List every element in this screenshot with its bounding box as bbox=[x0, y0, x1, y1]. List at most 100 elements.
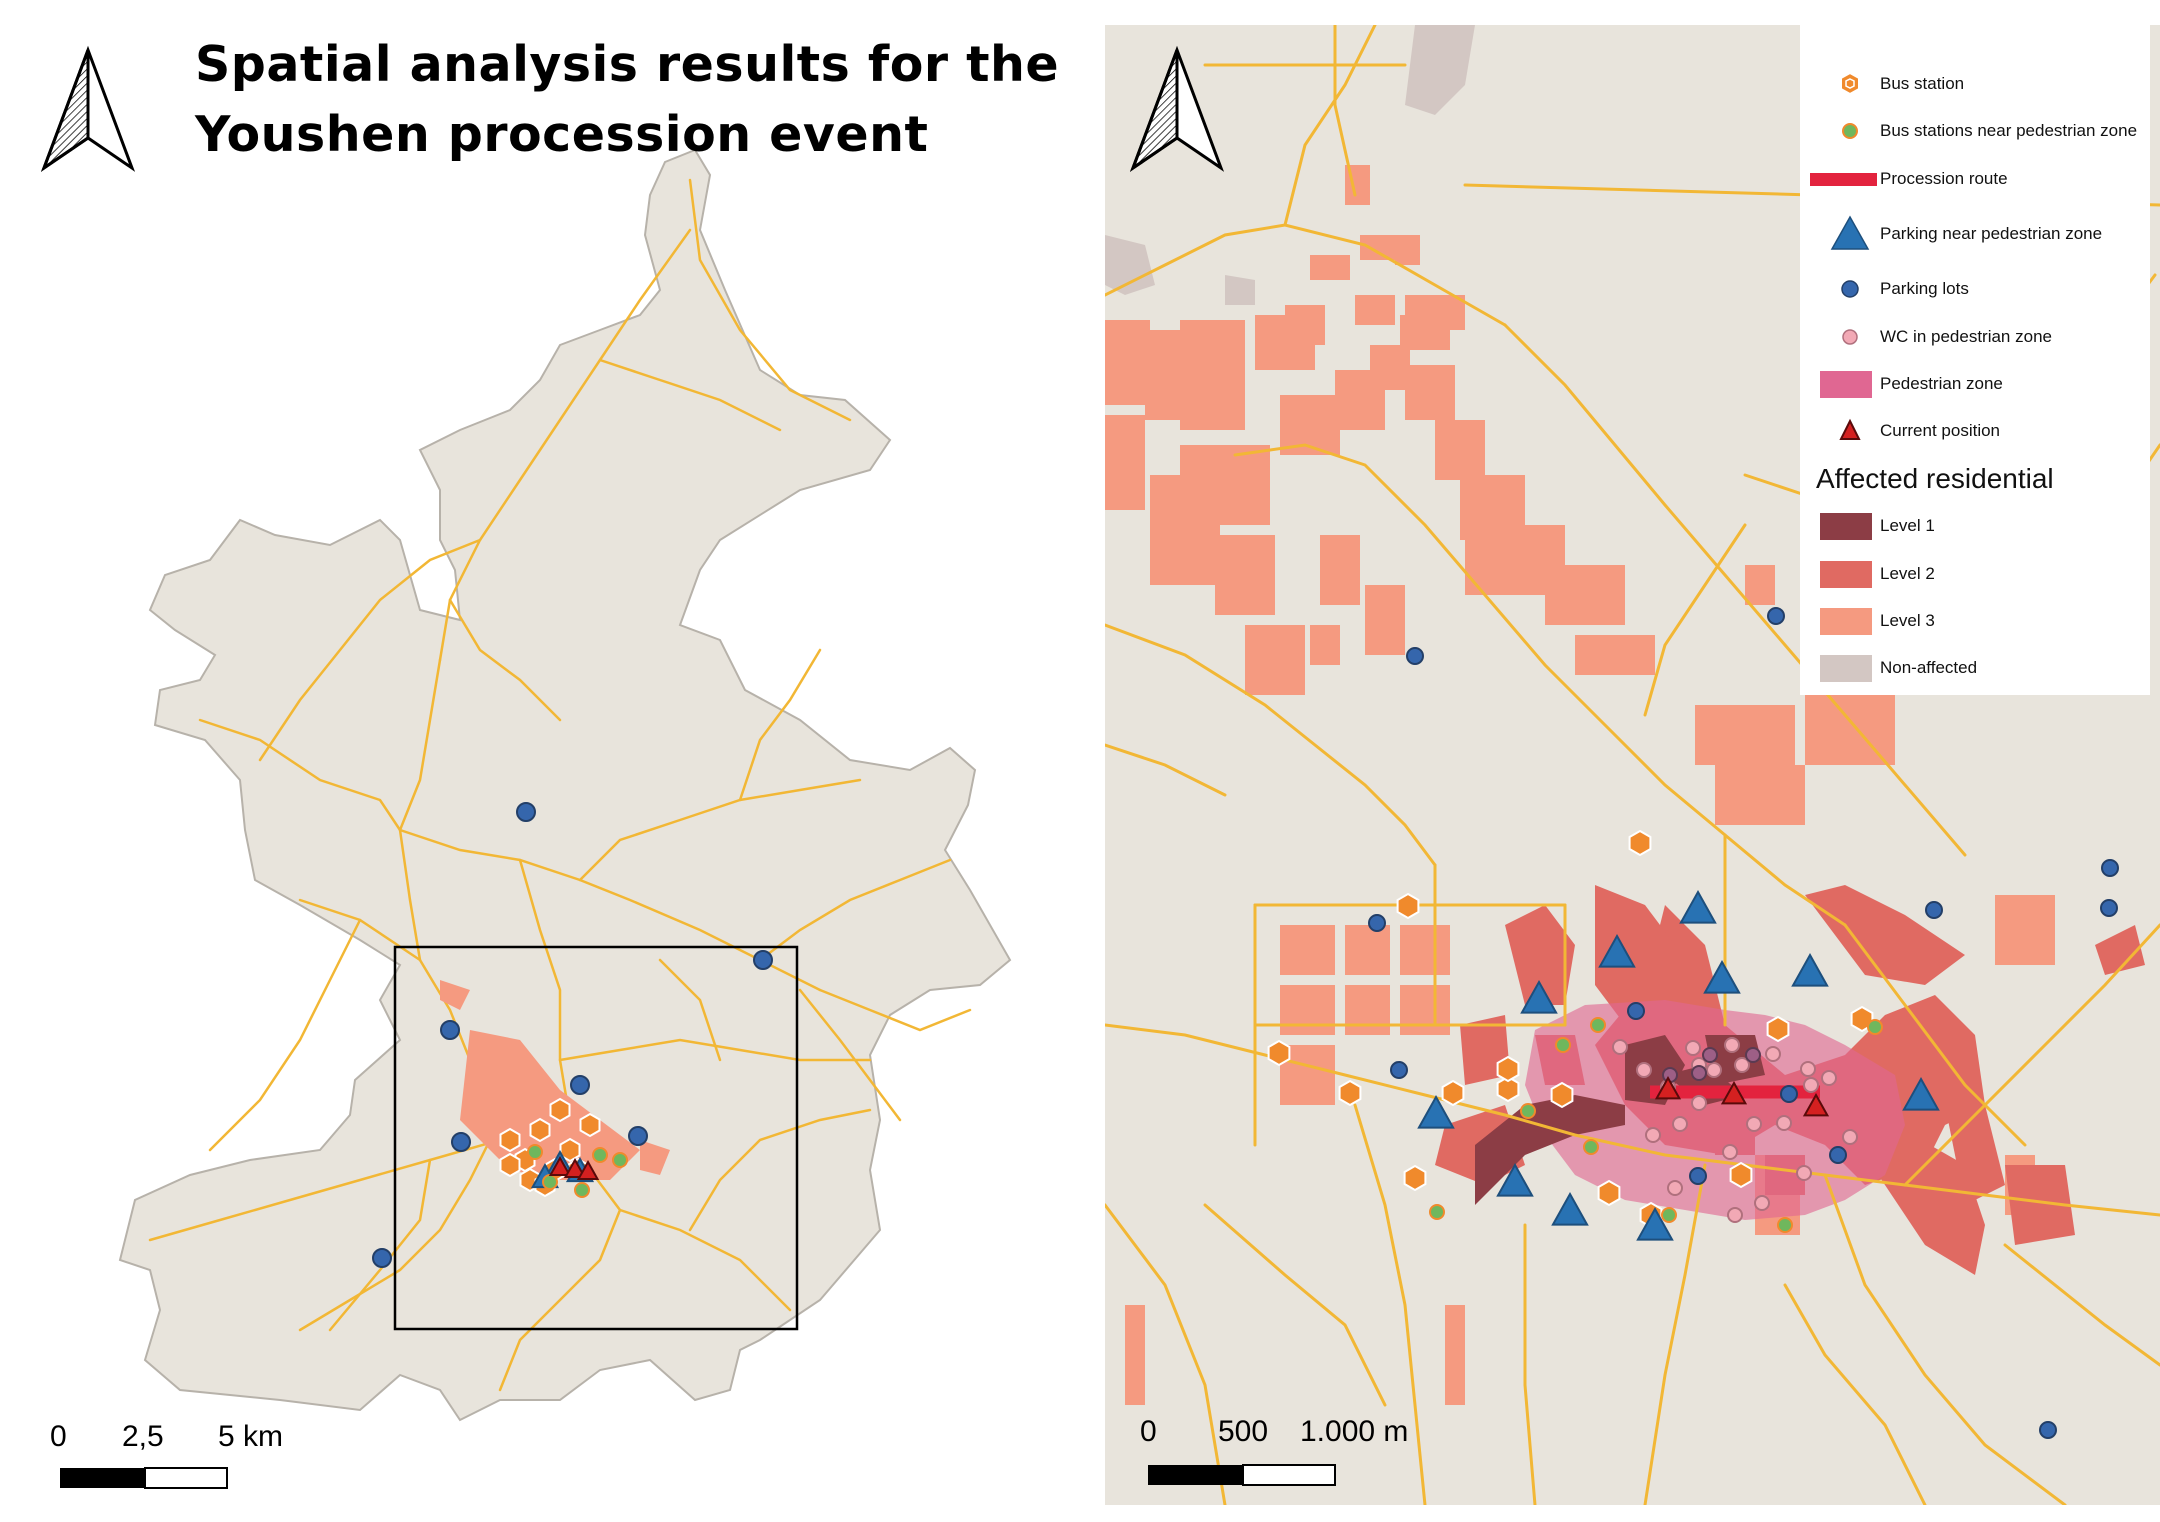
bus-station-marker bbox=[1850, 1005, 1874, 1033]
wc-marker bbox=[1672, 1116, 1688, 1132]
overview-map bbox=[40, 45, 1012, 1489]
wc-marker bbox=[1800, 1061, 1816, 1077]
level-3-swatch bbox=[1820, 608, 1872, 635]
bus-station-marker bbox=[1338, 1079, 1362, 1107]
right-scale-bar bbox=[1148, 1464, 1336, 1486]
legend-label: Pedestrian zone bbox=[1880, 374, 2003, 393]
parking-lot-marker bbox=[1925, 901, 1943, 919]
detail-markers bbox=[1267, 607, 2119, 1439]
legend-item-non-affected: Non-affected bbox=[1800, 649, 2150, 689]
legend-item-pedestrian-zone: Pedestrian zone bbox=[1800, 365, 2150, 405]
procession-route-icon bbox=[1810, 173, 1877, 186]
level-2-swatch bbox=[1820, 561, 1872, 588]
pedestrian-zone-swatch bbox=[1820, 371, 1872, 398]
bus-near-zone-marker bbox=[527, 1144, 543, 1160]
current-position-marker bbox=[1802, 1092, 1830, 1117]
left-scale-label-2: 5 km bbox=[218, 1420, 284, 1453]
wc-marker bbox=[1727, 1207, 1743, 1223]
bus-near-zone-marker bbox=[1429, 1204, 1445, 1220]
parking-near-zone-marker bbox=[1636, 1206, 1674, 1241]
bus-near-zone-marker bbox=[1777, 1217, 1793, 1233]
legend-label: WC in pedestrian zone bbox=[1880, 327, 2052, 346]
wc-marker bbox=[1842, 1129, 1858, 1145]
wc-icon bbox=[1842, 329, 1858, 345]
legend-item-procession-route: Procession route bbox=[1800, 160, 2150, 200]
overview-markers bbox=[372, 802, 773, 1268]
legend-item-level-3: Level 3 bbox=[1800, 602, 2150, 642]
current-position-marker bbox=[576, 1159, 600, 1180]
level-1-swatch bbox=[1820, 513, 1872, 540]
north-arrow-icon bbox=[40, 45, 136, 172]
bus-station-marker bbox=[1496, 1075, 1520, 1103]
wc-marker bbox=[1724, 1037, 1740, 1053]
wc-marker bbox=[1667, 1180, 1683, 1196]
wc-marker bbox=[1746, 1116, 1762, 1132]
wc-marker bbox=[1691, 1095, 1707, 1111]
residential-level-3 bbox=[1105, 165, 2055, 1405]
wc-marker bbox=[1765, 1046, 1781, 1062]
parking-lot-marker bbox=[1689, 1167, 1707, 1185]
district-boundary bbox=[118, 148, 1012, 1422]
bus-near-zone-marker bbox=[1661, 1207, 1677, 1223]
parking-lot-marker bbox=[1368, 914, 1386, 932]
bus-near-zone-marker bbox=[1590, 1017, 1606, 1033]
bus-station-marker bbox=[559, 1137, 581, 1163]
wc-marker bbox=[1645, 1127, 1661, 1143]
current-position-marker bbox=[548, 1155, 572, 1176]
legend-label: Level 1 bbox=[1880, 516, 1935, 535]
north-arrow-icon bbox=[1129, 45, 1225, 172]
non-affected-swatch bbox=[1820, 655, 1872, 682]
map-title-line1: Spatial analysis results for the bbox=[195, 36, 1060, 93]
legend-item-level-1: Level 1 bbox=[1800, 507, 2150, 547]
wc-marker bbox=[1754, 1195, 1770, 1211]
parking-near-zone-marker bbox=[1598, 933, 1636, 968]
road-network bbox=[148, 178, 972, 1392]
wc-marker bbox=[1734, 1057, 1750, 1073]
bus-near-zone-icon bbox=[1842, 123, 1858, 139]
parking-near-zone-marker bbox=[1679, 889, 1717, 924]
bus-station-marker bbox=[1729, 1161, 1753, 1189]
wc-marker bbox=[1691, 1065, 1707, 1081]
legend-item-parking-near-zone: Parking near pedestrian zone bbox=[1800, 215, 2150, 255]
bus-station-marker bbox=[499, 1127, 521, 1153]
right-scale-label-1: 500 bbox=[1218, 1415, 1269, 1448]
legend-item-bus-station: Bus station bbox=[1800, 65, 2150, 105]
map-title-line2: Youshen procession event bbox=[195, 106, 929, 163]
legend-label: Parking near pedestrian zone bbox=[1880, 224, 2103, 243]
bus-near-zone-marker bbox=[612, 1152, 628, 1168]
right-scale-label-0: 0 bbox=[1140, 1415, 1157, 1448]
wc-marker bbox=[1706, 1062, 1722, 1078]
legend-label: Parking lots bbox=[1880, 279, 1969, 298]
bus-near-zone-marker bbox=[542, 1174, 558, 1190]
bus-station-marker bbox=[1403, 1164, 1427, 1192]
parking-near-zone-marker bbox=[1520, 979, 1558, 1014]
parking-lot-marker bbox=[2100, 899, 2118, 917]
bus-near-zone-marker bbox=[1555, 1037, 1571, 1053]
parking-near-zone-marker bbox=[1496, 1162, 1534, 1197]
parking-near-zone-marker bbox=[1417, 1094, 1455, 1129]
wc-marker bbox=[1821, 1070, 1837, 1086]
bus-station-marker bbox=[499, 1152, 521, 1178]
bus-station-marker bbox=[1550, 1081, 1574, 1109]
bus-station-marker bbox=[549, 1097, 571, 1123]
wc-marker bbox=[1776, 1115, 1792, 1131]
legend-label: Current position bbox=[1880, 421, 2001, 440]
left-scale-label-1: 2,5 bbox=[122, 1420, 164, 1453]
parking-lot-marker bbox=[1829, 1146, 1847, 1164]
wc-marker bbox=[1685, 1040, 1701, 1056]
parking-lot-marker bbox=[451, 1132, 471, 1152]
parking-lot-marker bbox=[372, 1248, 392, 1268]
bus-station-marker bbox=[1597, 1179, 1621, 1207]
current-position-marker bbox=[563, 1157, 587, 1178]
parking-lot-marker bbox=[753, 950, 773, 970]
parking-lot-marker bbox=[440, 1020, 460, 1040]
legend-label: Bus station bbox=[1880, 74, 1965, 93]
legend-label: Level 3 bbox=[1880, 611, 1935, 630]
parking-lot-marker bbox=[1390, 1061, 1408, 1079]
legend-item-bus-near-zone: Bus stations near pedestrian zone bbox=[1800, 112, 2150, 152]
current-position-icon bbox=[1839, 418, 1861, 440]
wc-marker bbox=[1803, 1077, 1819, 1093]
parking-near-zone-marker bbox=[1703, 959, 1741, 994]
legend-label: Procession route bbox=[1880, 169, 2008, 188]
bus-station-marker bbox=[1628, 829, 1652, 857]
